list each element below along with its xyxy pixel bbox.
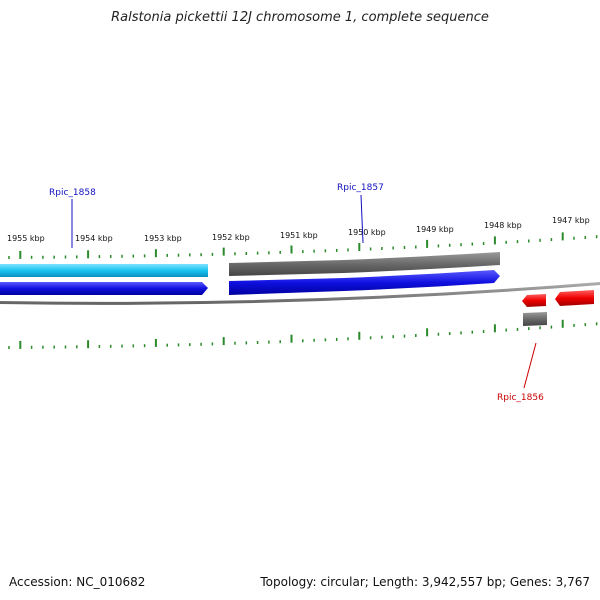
accession-label: Accession: NC_010682	[9, 575, 146, 589]
tick-label: 1949 kbp	[416, 225, 454, 234]
gene-label-rpic-1856[interactable]: Rpic_1856	[497, 393, 544, 403]
cds-rpic-1856[interactable]	[522, 294, 546, 307]
rpic-1856-callout-line	[523, 342, 537, 389]
gene-label-rpic-1858[interactable]: Rpic_1858	[49, 188, 96, 198]
tick-label: 1954 kbp	[75, 234, 113, 243]
cds-neighbour[interactable]	[555, 290, 594, 306]
tick-label: 1948 kbp	[484, 221, 522, 230]
tick-label: 1950 kbp	[348, 228, 386, 237]
tick-label: 1951 kbp	[280, 231, 318, 240]
gene-rpic-1858[interactable]	[0, 264, 208, 277]
outer-tick-marks	[8, 232, 598, 259]
inner-tick-marks	[8, 319, 598, 349]
rpic-1857-callout-line	[360, 194, 364, 244]
genome-summary: Topology: circular; Length: 3,942,557 bp…	[260, 575, 590, 589]
cds-rpic-1857[interactable]	[229, 270, 500, 295]
gene-rpic-1857[interactable]	[229, 252, 500, 276]
gene-label-rpic-1857[interactable]: Rpic_1857	[337, 183, 384, 193]
cds-rpic-1858[interactable]	[0, 282, 208, 295]
tick-label: 1955 kbp	[7, 234, 45, 243]
tick-labels: 1955 kbp 1954 kbp 1953 kbp 1952 kbp 1951…	[7, 216, 590, 243]
genome-backbone	[0, 282, 600, 305]
tick-label: 1953 kbp	[144, 234, 182, 243]
gene-rpic-1856[interactable]	[523, 312, 547, 326]
tick-label: 1952 kbp	[212, 233, 250, 242]
tick-label: 1947 kbp	[552, 216, 590, 225]
map-title: Ralstonia pickettii 12J chromosome 1, co…	[111, 10, 489, 25]
